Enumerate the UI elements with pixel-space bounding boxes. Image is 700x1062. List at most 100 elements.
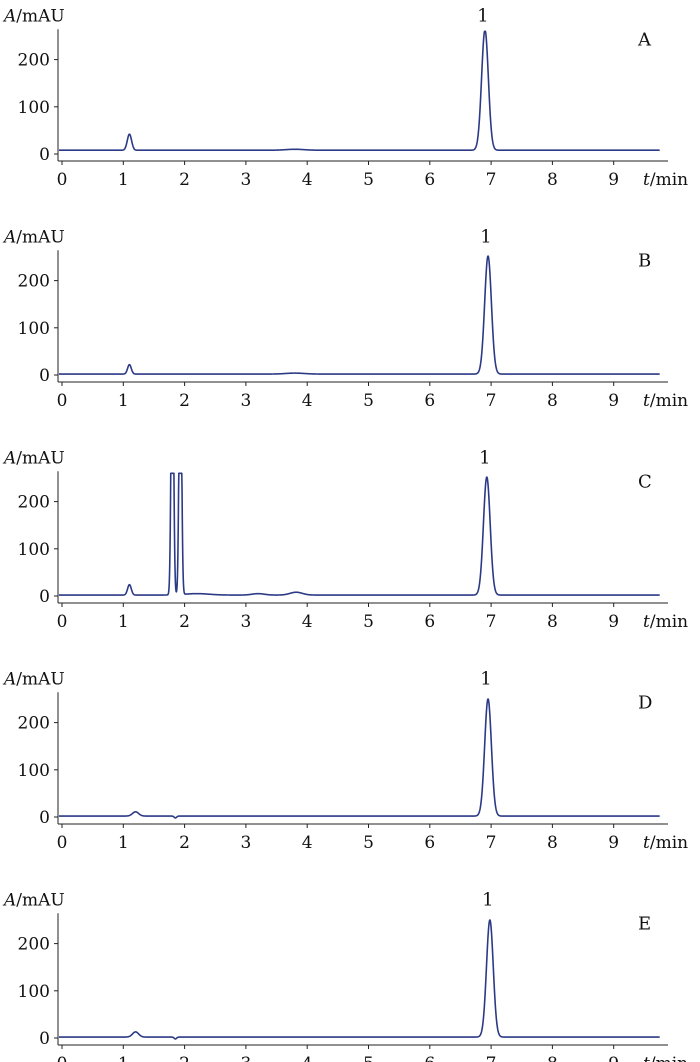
x-tick-label: 4: [302, 1054, 313, 1062]
x-tick-label: 5: [363, 391, 374, 411]
peak-number-label: 1: [480, 226, 491, 247]
x-tick-label: 4: [302, 833, 313, 853]
y-tick-label: 100: [18, 540, 50, 560]
x-tick-label: 9: [608, 612, 619, 632]
y-tick-label: 100: [18, 98, 50, 118]
x-tick-label: 6: [424, 1054, 435, 1062]
chromatogram-trace: [58, 919, 661, 1040]
y-axis-label: A/mAU: [2, 6, 65, 26]
x-tick-label: 4: [302, 612, 313, 632]
chart-panel-c: 0 100 200 0 1 2 3 4 5 6 7 8 9 A/mAU t/min C 1: [2, 447, 688, 632]
panel-label: C: [638, 471, 652, 492]
x-tick-label: 3: [240, 612, 251, 632]
x-tick-label: 0: [57, 1054, 68, 1062]
y-axis-label: A/mAU: [2, 448, 65, 468]
y-tick-label: 100: [18, 982, 50, 1002]
x-tick-label: 5: [363, 833, 374, 853]
peak-number-label: 1: [482, 889, 493, 910]
y-axis-unit: /mAU: [16, 227, 64, 247]
y-tick-label: 200: [18, 272, 50, 292]
x-tick-label: 3: [240, 391, 251, 411]
x-tick-label: 7: [486, 1054, 497, 1062]
x-axis-variable: t: [643, 833, 650, 853]
x-tick-label: 2: [179, 170, 190, 190]
y-axis-variable: A: [2, 890, 16, 910]
chromatogram-trace: [58, 30, 661, 152]
x-tick-label: 1: [118, 1054, 129, 1062]
x-tick-label: 9: [608, 1054, 619, 1062]
x-axis-variable: t: [643, 391, 650, 411]
y-tick-label: 0: [39, 587, 50, 607]
chart-panel-d: 0 100 200 0 1 2 3 4 5 6 7 8 9 A/mAU t/min D 1: [2, 668, 688, 853]
y-axis-unit: /mAU: [16, 448, 64, 468]
chart-panel-b: 0 100 200 0 1 2 3 4 5 6 7 8 9 A/mAU t/min B 1: [2, 226, 688, 411]
x-axis-label: t/min: [643, 391, 688, 411]
y-tick-label: 200: [18, 493, 50, 513]
x-tick-label: 5: [363, 170, 374, 190]
x-tick-label: 2: [179, 391, 190, 411]
x-axis-variable: t: [643, 612, 650, 632]
x-axis-variable: t: [643, 1054, 650, 1062]
y-tick-label: 0: [39, 808, 50, 828]
x-tick-label: 7: [486, 391, 497, 411]
chromatogram-trace: [58, 698, 661, 819]
x-tick-label: 0: [57, 170, 68, 190]
x-tick-label: 5: [363, 612, 374, 632]
x-tick-label: 2: [179, 1054, 190, 1062]
x-tick-label: 3: [240, 1054, 251, 1062]
x-tick-label: 1: [118, 612, 129, 632]
x-axis-label: t/min: [643, 170, 688, 190]
y-tick-label: 100: [18, 319, 50, 339]
x-tick-label: 5: [363, 1054, 374, 1062]
y-tick-label: 100: [18, 761, 50, 781]
y-tick-label: 0: [39, 1029, 50, 1049]
x-tick-label: 8: [547, 391, 558, 411]
x-tick-label: 6: [424, 833, 435, 853]
y-tick-label: 200: [18, 51, 50, 71]
panel-label: E: [638, 913, 651, 934]
x-tick-label: 1: [118, 833, 129, 853]
panel-label: A: [637, 29, 652, 50]
panel-label: D: [638, 692, 652, 713]
x-tick-label: 1: [118, 170, 129, 190]
peak-number-label: 1: [480, 668, 491, 689]
y-tick-label: 0: [39, 145, 50, 165]
y-tick-label: 0: [39, 366, 50, 386]
x-tick-label: 8: [547, 1054, 558, 1062]
x-tick-label: 9: [608, 833, 619, 853]
y-axis-unit: /mAU: [16, 890, 64, 910]
y-tick-label: 200: [18, 935, 50, 955]
x-axis-unit: /min: [650, 833, 688, 853]
x-tick-label: 6: [424, 612, 435, 632]
x-axis-label: t/min: [643, 612, 688, 632]
x-tick-label: 9: [608, 170, 619, 190]
x-axis-label: t/min: [643, 1054, 688, 1062]
x-tick-label: 0: [57, 612, 68, 632]
y-axis-label: A/mAU: [2, 669, 65, 689]
x-tick-label: 4: [302, 391, 313, 411]
peak-number-label: 1: [477, 5, 488, 26]
x-axis-unit: /min: [650, 391, 688, 411]
x-tick-label: 6: [424, 391, 435, 411]
y-axis-variable: A: [2, 448, 16, 468]
chromatogram-trace: [58, 472, 661, 596]
y-axis-unit: /mAU: [16, 6, 64, 26]
x-tick-label: 1: [118, 391, 129, 411]
x-tick-label: 7: [486, 170, 497, 190]
y-axis-label: A/mAU: [2, 890, 65, 910]
y-axis-unit: /mAU: [16, 669, 64, 689]
x-tick-label: 0: [57, 391, 68, 411]
y-axis-variable: A: [2, 227, 16, 247]
x-axis-unit: /min: [650, 1054, 688, 1062]
x-tick-label: 3: [240, 833, 251, 853]
y-axis-variable: A: [2, 669, 16, 689]
y-tick-label: 200: [18, 714, 50, 734]
x-tick-label: 0: [57, 833, 68, 853]
x-tick-label: 7: [486, 612, 497, 632]
x-tick-label: 4: [302, 170, 313, 190]
peak-number-label: 1: [479, 447, 490, 468]
panel-label: B: [638, 250, 651, 271]
x-tick-label: 2: [179, 612, 190, 632]
y-axis-variable: A: [2, 6, 16, 26]
